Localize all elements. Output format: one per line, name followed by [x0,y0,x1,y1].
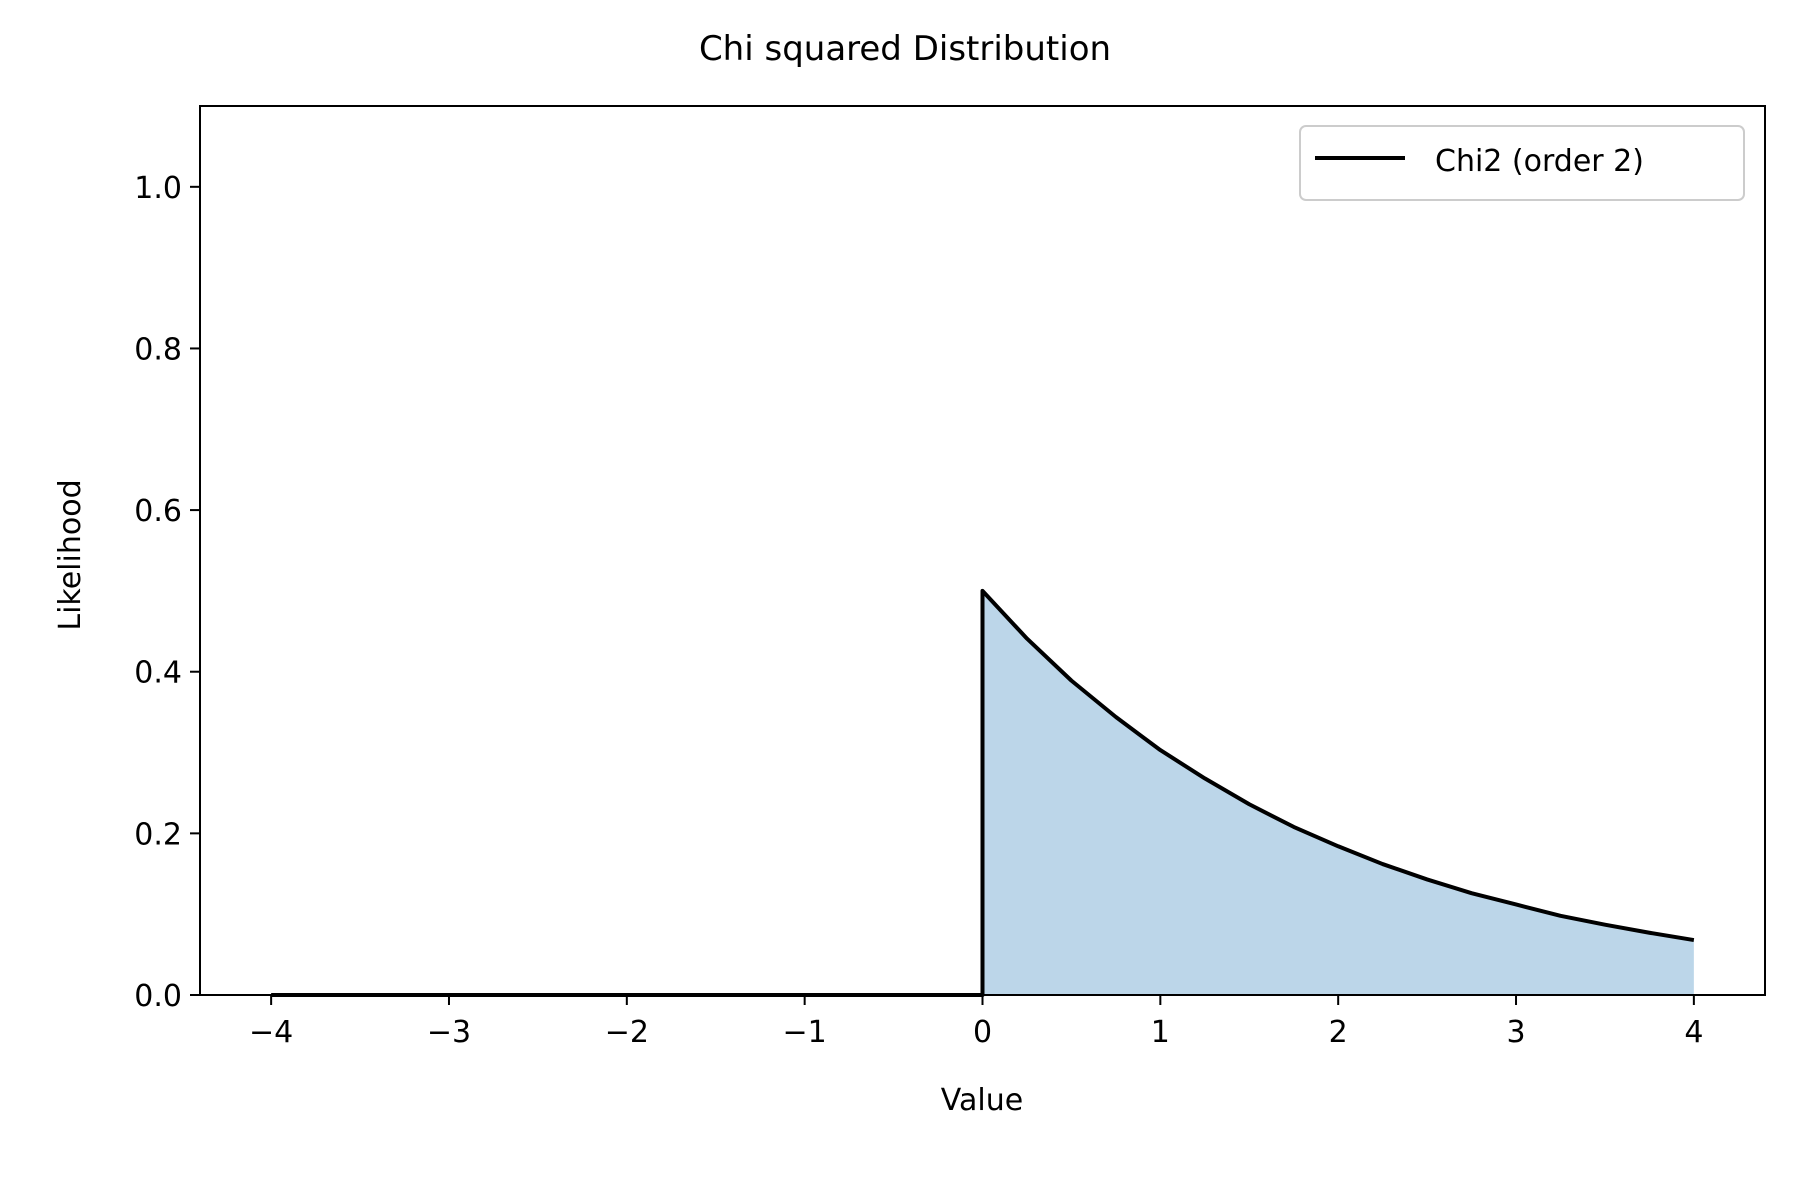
x-tick-label: 3 [1506,1015,1525,1050]
y-tick-label: 0.6 [134,494,182,529]
chart-title: Chi squared Distribution [699,29,1111,69]
x-axis: −4 −3 −2 −1 0 1 2 3 4 [249,995,1703,1050]
x-tick-label: 2 [1329,1015,1348,1050]
x-axis-label: Value [941,1083,1023,1118]
x-tick-label: −3 [427,1015,471,1050]
y-tick-label: 0.8 [134,332,182,367]
area-fill [982,590,1694,995]
y-tick-label: 1.0 [134,171,182,206]
y-axis-label: Likelihood [53,479,88,630]
y-tick-label: 0.4 [134,656,182,691]
x-tick-label: 0 [973,1015,992,1050]
x-tick-label: −1 [783,1015,827,1050]
x-tick-label: −2 [605,1015,649,1050]
x-tick-label: −4 [249,1015,293,1050]
x-tick-label: 1 [1151,1015,1170,1050]
plot-area [199,105,1766,997]
y-tick-label: 0.2 [134,817,182,852]
y-tick-label: 0.0 [134,979,182,1014]
y-axis: 0.0 0.2 0.4 0.6 0.8 1.0 [134,171,200,1014]
x-tick-label: 4 [1684,1015,1703,1050]
legend-box [1299,125,1745,201]
legend-label: Chi2 (order 2) [1435,144,1644,179]
legend: Chi2 (order 2) [1299,125,1745,201]
